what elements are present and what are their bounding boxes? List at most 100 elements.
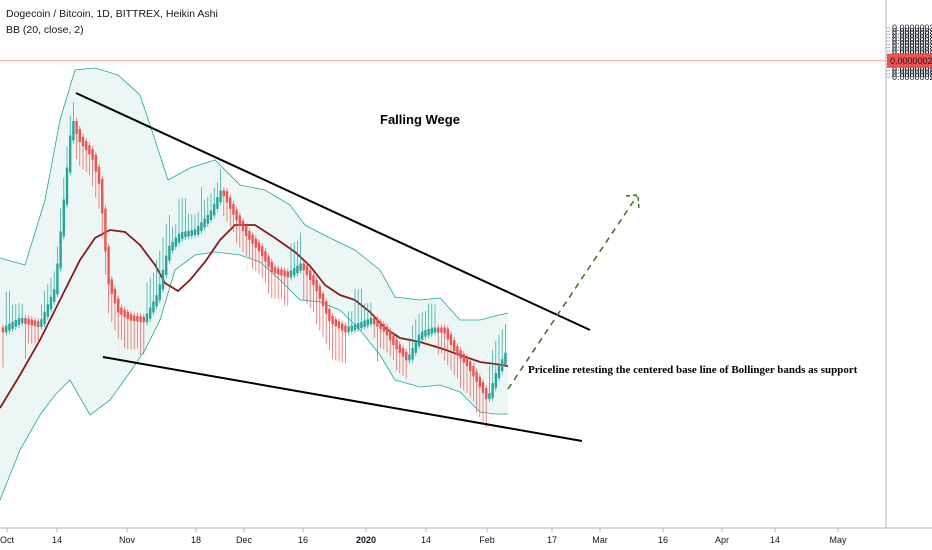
candle-body	[376, 319, 379, 327]
x-tick-label: Apr	[715, 535, 729, 545]
candle-body	[427, 328, 430, 336]
candle-body	[366, 319, 369, 326]
y-tick-label: 0.00000031	[892, 43, 932, 53]
candle-body	[209, 210, 213, 220]
candle-body	[459, 350, 462, 359]
candle-body	[206, 214, 209, 224]
candle-body	[411, 347, 414, 360]
candle-body	[229, 197, 232, 209]
candle-body	[353, 324, 357, 331]
candle-body	[165, 255, 168, 275]
candle-body	[280, 269, 283, 276]
candle-body	[424, 330, 427, 337]
candle-body	[235, 209, 238, 221]
candle-body	[437, 327, 440, 333]
candle-body	[56, 263, 59, 295]
candle-body	[187, 230, 190, 237]
candle-body	[11, 321, 14, 329]
candle-body	[238, 215, 241, 226]
candle-body	[46, 304, 49, 317]
candle-body	[456, 346, 459, 356]
candle-body	[120, 307, 123, 315]
candle-body	[373, 317, 376, 325]
candle-body	[241, 220, 245, 232]
x-tick-label: Mar	[592, 535, 608, 545]
candle-body	[149, 307, 152, 319]
x-tick-label: 14	[52, 535, 62, 545]
candle-body	[75, 121, 78, 134]
candle-body	[248, 230, 251, 240]
upper-trendline[interactable]	[75, 92, 591, 331]
annotations: Falling Wege Priceline retesting the cent…	[380, 112, 858, 390]
y-tick-label: 0.00000037	[892, 23, 932, 33]
candle-body	[398, 344, 401, 354]
candle-body	[395, 340, 398, 350]
candle-body	[485, 388, 488, 400]
candle-body	[267, 256, 270, 267]
candle-body	[91, 149, 94, 160]
candle-body	[69, 135, 72, 173]
candle-body	[142, 316, 145, 323]
candle-body	[408, 354, 411, 361]
candle-body	[315, 280, 318, 292]
candle-body	[430, 327, 433, 334]
x-tick-label: Feb	[479, 535, 495, 545]
candle-body	[40, 319, 43, 328]
candle-body	[462, 353, 465, 363]
candle-body	[257, 242, 261, 252]
candle-body	[296, 265, 299, 274]
candle-body	[107, 246, 110, 285]
candle-body	[30, 319, 33, 326]
candle-body	[184, 231, 187, 238]
candle-body	[1, 327, 5, 333]
candle-body	[405, 351, 408, 361]
candle-body	[481, 382, 485, 394]
candle-body	[197, 225, 200, 235]
candle-body	[139, 316, 142, 322]
candle-body	[85, 141, 88, 151]
lower-trendline[interactable]	[102, 356, 583, 442]
candle-body	[5, 325, 8, 333]
candle-body	[53, 289, 56, 302]
candle-body	[385, 326, 389, 336]
candle-body	[193, 229, 197, 236]
candle-body	[341, 323, 344, 331]
candle-body	[94, 154, 97, 172]
candle-body	[401, 348, 405, 357]
x-tick-label: 2020	[356, 535, 376, 545]
candle-body	[497, 366, 501, 379]
x-tick-label: 16	[658, 535, 668, 545]
candle-body	[494, 373, 497, 389]
pattern-label: Falling Wege	[380, 112, 460, 127]
candle-body	[433, 327, 437, 333]
candle-body	[37, 321, 40, 328]
candle-body	[27, 318, 30, 325]
candle-body	[177, 233, 181, 243]
candle-body	[363, 320, 366, 327]
candle-body	[414, 341, 417, 353]
x-tick-label: 17	[547, 535, 557, 545]
candle-body	[465, 357, 469, 367]
candle-body	[251, 234, 254, 244]
candle-body	[24, 318, 27, 324]
candle-body	[328, 308, 331, 322]
x-tick-label: 14	[421, 535, 431, 545]
candle-body	[225, 191, 229, 203]
candle-body	[97, 166, 101, 184]
candle-body	[389, 330, 392, 341]
candle-body	[78, 129, 81, 142]
candle-body	[136, 316, 139, 322]
candle-body	[14, 319, 17, 327]
wedge-trendlines	[75, 92, 591, 442]
candle-body	[273, 267, 277, 274]
candle-body	[293, 268, 296, 276]
candle-body	[446, 328, 449, 340]
candle-body	[318, 286, 321, 299]
candle-body	[488, 393, 491, 400]
last-price-label: 0.00000027	[890, 56, 932, 66]
candle-body	[277, 268, 280, 275]
candle-body	[331, 316, 334, 325]
candle-body	[104, 208, 107, 252]
candle-body	[289, 270, 293, 278]
